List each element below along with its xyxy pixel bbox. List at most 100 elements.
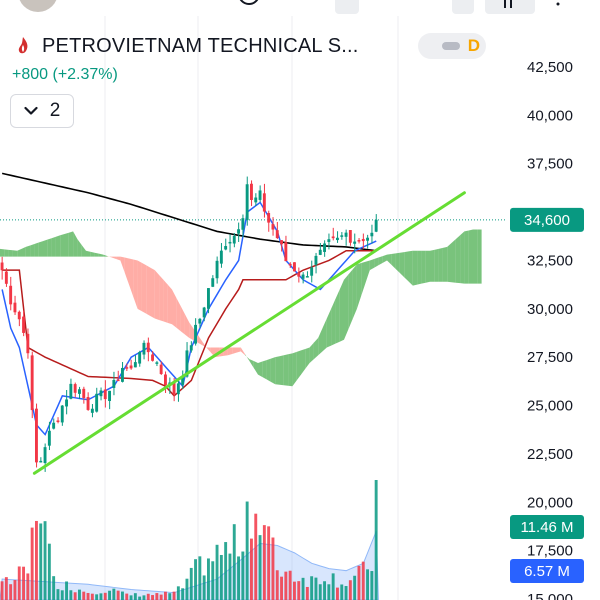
candle-body xyxy=(121,367,124,382)
avatar-icon[interactable] xyxy=(18,0,58,12)
cloud-segment xyxy=(176,297,181,332)
cloud-segment xyxy=(301,348,306,375)
volume-bar xyxy=(172,591,176,600)
volume-bar xyxy=(35,520,38,600)
volume-bar xyxy=(194,559,197,600)
candle-body xyxy=(52,422,56,429)
candle-body xyxy=(336,237,339,241)
search-icon[interactable] xyxy=(239,0,259,5)
cloud-segment xyxy=(417,250,422,285)
volume-bar xyxy=(138,596,142,600)
volume-bar xyxy=(202,575,206,600)
volume-bar xyxy=(344,586,348,600)
cloud-segment xyxy=(460,231,465,284)
trendline[interactable] xyxy=(32,191,466,475)
candle-body xyxy=(78,389,81,394)
volume-bar xyxy=(353,575,357,600)
volume-bar xyxy=(310,576,314,600)
volume-bar xyxy=(0,581,4,600)
candle-body xyxy=(35,408,38,463)
candle-body xyxy=(17,311,21,320)
cloud-segment xyxy=(279,355,284,386)
volume-bar xyxy=(366,569,369,600)
tenkan-line xyxy=(1,201,377,436)
cloud-segment xyxy=(447,243,452,283)
price-tags: 34,600 11.46 M 6.57 M xyxy=(510,207,584,583)
candle-body xyxy=(0,262,4,271)
candle-body xyxy=(245,184,249,221)
candle-body xyxy=(43,447,47,464)
volume-bar xyxy=(207,558,210,600)
volume-bar xyxy=(133,593,137,600)
cloud-segment xyxy=(331,299,336,346)
volume-bar xyxy=(95,594,99,600)
cloud-segment xyxy=(473,229,478,284)
candle-body xyxy=(103,389,107,400)
volume-bar xyxy=(125,593,129,600)
candle-body xyxy=(271,224,275,230)
symbol-name[interactable]: PETROVIETNAM TECHNICAL S... xyxy=(42,34,359,57)
candle-body xyxy=(288,263,292,266)
candle-body xyxy=(65,399,68,407)
price-axis[interactable]: 42,500 40,000 37,500 32,500 30,000 27,500 25,0… xyxy=(527,59,573,600)
cloud-segment xyxy=(361,261,366,296)
cloud-segment xyxy=(270,357,276,385)
ichimoku-cloud xyxy=(0,229,482,387)
volume-ma-tag-label: 6.57 M xyxy=(524,563,570,580)
volume-bar xyxy=(275,570,279,600)
candle-body xyxy=(133,362,137,368)
candle-body xyxy=(318,249,322,255)
cloud-segment xyxy=(133,259,138,309)
candle-body xyxy=(172,381,176,395)
volume-bar xyxy=(331,573,335,600)
toggle-pill-icon xyxy=(441,42,460,50)
cloud-segment xyxy=(163,279,168,323)
candle-body xyxy=(344,232,348,237)
cloud-segment xyxy=(296,350,301,381)
volume-bar xyxy=(297,581,301,600)
last-price-tag-label: 34,600 xyxy=(524,212,570,229)
cloud-segment xyxy=(167,284,172,325)
cloud-segment xyxy=(313,337,319,360)
toolbar-button[interactable] xyxy=(452,0,474,14)
volume-bar xyxy=(232,524,236,600)
candle-body xyxy=(60,405,64,423)
cloud-segment xyxy=(232,347,237,354)
volume-bar xyxy=(305,586,309,600)
cloud-segment xyxy=(94,252,99,257)
more-icon[interactable] xyxy=(556,2,560,6)
candle-body xyxy=(237,229,240,234)
cloud-segment xyxy=(305,347,310,369)
volume-bar xyxy=(280,576,283,600)
candle-body xyxy=(314,255,318,265)
candle-body xyxy=(176,383,180,395)
cloud-segment xyxy=(21,246,26,257)
price-tick-label: 40,000 xyxy=(527,107,573,124)
volume-bar xyxy=(211,561,215,600)
candle-body xyxy=(215,260,219,279)
interval-letter: D xyxy=(467,36,480,55)
cloud-segment xyxy=(258,361,263,378)
volume-bar xyxy=(90,593,94,600)
interval-badge[interactable]: D xyxy=(418,33,486,59)
cloud-segment xyxy=(43,239,48,257)
candle-body xyxy=(194,324,197,344)
symbol-header[interactable]: PETROVIETNAM TECHNICAL S... xyxy=(12,32,359,60)
cloud-segment xyxy=(339,279,344,342)
toolbar-button[interactable] xyxy=(335,0,359,14)
volume-bar xyxy=(336,587,339,600)
cloud-segment xyxy=(47,238,52,257)
volume-bar xyxy=(17,566,21,600)
price-tick-label: 15,000 xyxy=(527,591,573,600)
cloud-segment xyxy=(8,249,13,257)
volume-bar xyxy=(99,593,103,600)
candle-body xyxy=(275,230,279,239)
candle-body xyxy=(47,430,51,446)
candle-body xyxy=(138,351,142,364)
price-tick-label: 25,000 xyxy=(527,398,573,415)
candle-body xyxy=(189,345,193,351)
candle-body xyxy=(357,240,361,242)
candle-body xyxy=(331,236,335,239)
indicators-toggle-button[interactable]: 2 xyxy=(10,94,74,128)
